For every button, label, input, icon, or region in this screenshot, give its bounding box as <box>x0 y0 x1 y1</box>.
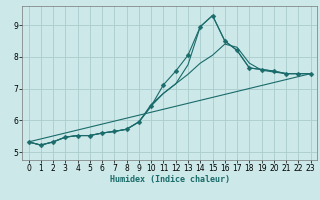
X-axis label: Humidex (Indice chaleur): Humidex (Indice chaleur) <box>110 175 230 184</box>
